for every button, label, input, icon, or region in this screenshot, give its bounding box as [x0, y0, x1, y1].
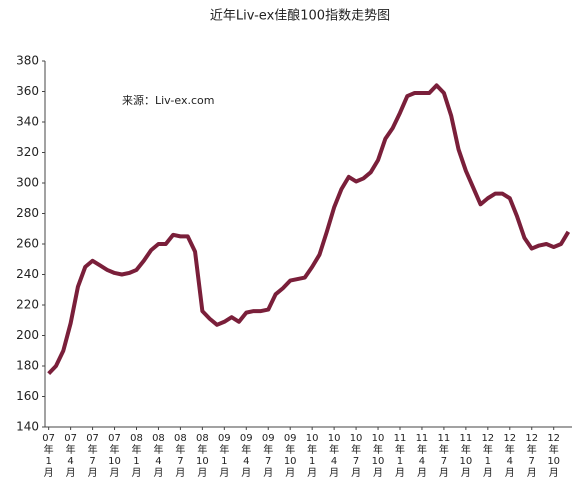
y-tick-label: 200 — [16, 328, 39, 342]
x-tick-label: 12年1月 — [481, 433, 495, 479]
x-tick-label: 11年7月 — [437, 433, 451, 479]
x-tick-label: 07年1月 — [42, 433, 56, 479]
y-tick-label: 340 — [16, 115, 39, 129]
x-tick-label: 12年7月 — [525, 433, 539, 479]
data-line — [47, 83, 571, 376]
x-tick-label: 11年4月 — [415, 433, 429, 479]
y-tick-label: 240 — [16, 267, 39, 281]
y-tick-label: 320 — [16, 145, 39, 159]
y-tick-label: 260 — [16, 237, 39, 251]
x-tick-label: 08年7月 — [174, 433, 187, 479]
y-tick-label: 380 — [16, 54, 39, 68]
x-tick-label: 11年1月 — [393, 433, 407, 479]
x-tick-label: 09年10月 — [283, 433, 297, 479]
x-tick-label: 08年10月 — [195, 433, 209, 479]
x-tick-label: 07年10月 — [108, 433, 121, 479]
x-tick-label: 10年7月 — [349, 433, 363, 479]
x-tick-label: 10年4月 — [327, 433, 341, 479]
x-tick-label: 08年1月 — [130, 433, 143, 479]
x-tick-label: 08年4月 — [152, 433, 165, 479]
x-tick-label: 09年7月 — [261, 433, 275, 479]
y-tick-label: 180 — [16, 359, 39, 373]
y-tick-label: 220 — [16, 298, 39, 312]
x-tick-label: 07年7月 — [86, 433, 99, 479]
x-tick-label: 09年1月 — [217, 433, 231, 479]
chart-title: 近年Liv-ex佳酿100指数走势图 — [210, 8, 390, 24]
x-tick-label: 10年1月 — [305, 433, 319, 479]
x-tick-label: 09年4月 — [239, 433, 253, 479]
y-tick-label: 360 — [16, 84, 39, 98]
y-tick-label: 300 — [16, 176, 39, 190]
x-tick-label: 11年10月 — [459, 433, 473, 479]
x-tick-label: 12年10月 — [547, 433, 561, 479]
x-tick-label: 10年10月 — [371, 433, 385, 479]
y-tick-label: 140 — [16, 420, 39, 434]
y-tick-label: 280 — [16, 206, 39, 220]
y-tick-label: 160 — [16, 389, 39, 403]
x-tick-label: 07年4月 — [64, 433, 77, 479]
x-tick-label: 12年4月 — [503, 433, 517, 479]
annotation: 来源：Liv-ex.com — [122, 93, 214, 107]
